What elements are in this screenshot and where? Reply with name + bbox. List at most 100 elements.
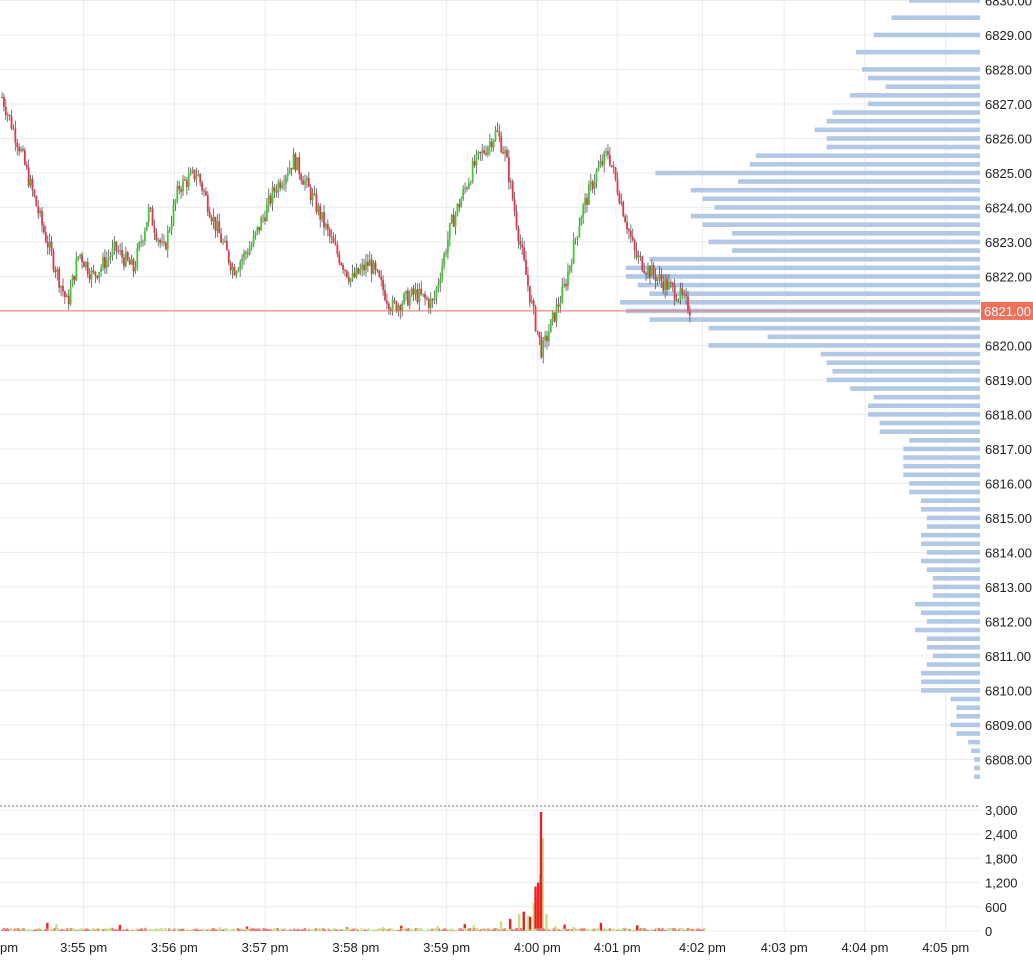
volume-bar <box>191 929 194 931</box>
candle-body <box>443 253 445 266</box>
volume-bar <box>583 928 586 931</box>
candle-body <box>208 212 211 218</box>
volume-bar <box>327 929 330 931</box>
volume-tick-label: 3,000 <box>985 803 1018 818</box>
price-tick-label: 6830.00 <box>985 0 1032 8</box>
candle-body <box>490 141 493 148</box>
volume-bar <box>442 929 444 931</box>
time-tick-label: 4:05 pm <box>922 940 969 955</box>
volume-bar <box>581 928 584 931</box>
volume-bar <box>59 929 62 931</box>
volume-bar <box>387 928 390 931</box>
volume-profile-bar <box>950 722 980 728</box>
candle-body <box>161 241 163 243</box>
volume-bar <box>534 928 537 931</box>
candle-body <box>185 180 188 187</box>
volume-bar <box>31 930 34 931</box>
candle-body <box>445 252 447 254</box>
volume-bar <box>8 929 11 931</box>
candle-body <box>35 195 38 207</box>
candle-body <box>344 269 346 271</box>
candle-body <box>60 286 62 288</box>
volume-profile-bar <box>926 619 980 624</box>
candle-body <box>528 285 531 303</box>
volume-profile-bar <box>649 291 980 296</box>
volume-profile-bar <box>920 541 980 547</box>
volume-bar <box>452 930 455 931</box>
candle-body <box>286 173 289 177</box>
volume-bar <box>422 929 425 931</box>
candle-body <box>614 167 617 179</box>
volume-bar <box>541 838 545 931</box>
volume-bar <box>418 928 421 931</box>
volume-bar <box>391 928 394 931</box>
candle-body <box>359 269 362 274</box>
candle-body <box>366 261 369 266</box>
volume-bar <box>142 929 145 931</box>
volume-bar <box>22 928 25 931</box>
candle-body <box>86 262 89 275</box>
candle-body <box>43 225 45 233</box>
volume-bar <box>365 929 368 931</box>
candle-body <box>546 335 548 342</box>
volume-bar <box>481 928 484 931</box>
last-price-label: 6821.00 <box>984 304 1031 319</box>
candle-body <box>628 229 630 231</box>
volume-bar <box>158 928 161 931</box>
volume-profile-bar <box>867 75 980 81</box>
candle-body <box>660 274 663 282</box>
volume-bar <box>314 928 317 931</box>
volume-bar <box>262 928 265 931</box>
volume-bar <box>68 928 71 931</box>
volume-bar <box>405 928 408 931</box>
volume-bar <box>218 927 221 931</box>
volume-bar <box>246 928 248 931</box>
volume-bar <box>687 927 689 931</box>
volume-bar <box>4 928 7 931</box>
volume-bar <box>679 928 682 931</box>
volume-bar <box>157 929 160 931</box>
volume-bar <box>657 928 660 931</box>
volume-profile-bar <box>702 222 980 227</box>
volume-bar <box>153 928 156 931</box>
volume-bar <box>79 928 82 931</box>
volume-bar <box>131 929 134 931</box>
candle-body <box>231 266 234 271</box>
candle-body <box>549 319 552 333</box>
volume-profile-bar <box>903 455 980 460</box>
volume-bar <box>536 928 539 931</box>
candle-body <box>115 241 118 251</box>
volume-bar <box>360 928 363 931</box>
candle-body <box>330 236 333 238</box>
candle-body <box>6 114 9 116</box>
time-tick-label: 3:56 pm <box>151 940 198 955</box>
volume-bar <box>603 927 606 931</box>
volume-bar <box>344 930 346 931</box>
volume-profile-bar <box>867 412 980 417</box>
volume-bar <box>324 929 327 931</box>
candle-body <box>172 204 175 224</box>
candle-body <box>483 150 486 154</box>
volume-profile-bar <box>625 274 980 279</box>
candle-body <box>94 271 97 276</box>
candle-body <box>305 177 308 181</box>
candle-body <box>498 131 501 137</box>
volume-profile-bar <box>920 532 980 538</box>
candle-body <box>349 278 352 283</box>
candle-body <box>357 267 360 274</box>
candle-body <box>588 184 590 205</box>
candle-body <box>138 242 141 249</box>
volume-bar <box>39 928 42 931</box>
candle-body <box>216 221 219 231</box>
volume-profile-bar <box>702 196 980 202</box>
candle-body <box>275 191 278 193</box>
volume-bar <box>576 929 579 931</box>
volume-profile-bar <box>832 110 980 115</box>
volume-profile-bar <box>620 300 980 305</box>
candle-body <box>52 251 55 270</box>
candle-body <box>246 253 249 255</box>
volume-bar <box>233 928 236 931</box>
candle-body <box>454 213 457 227</box>
volume-bar <box>149 928 152 931</box>
